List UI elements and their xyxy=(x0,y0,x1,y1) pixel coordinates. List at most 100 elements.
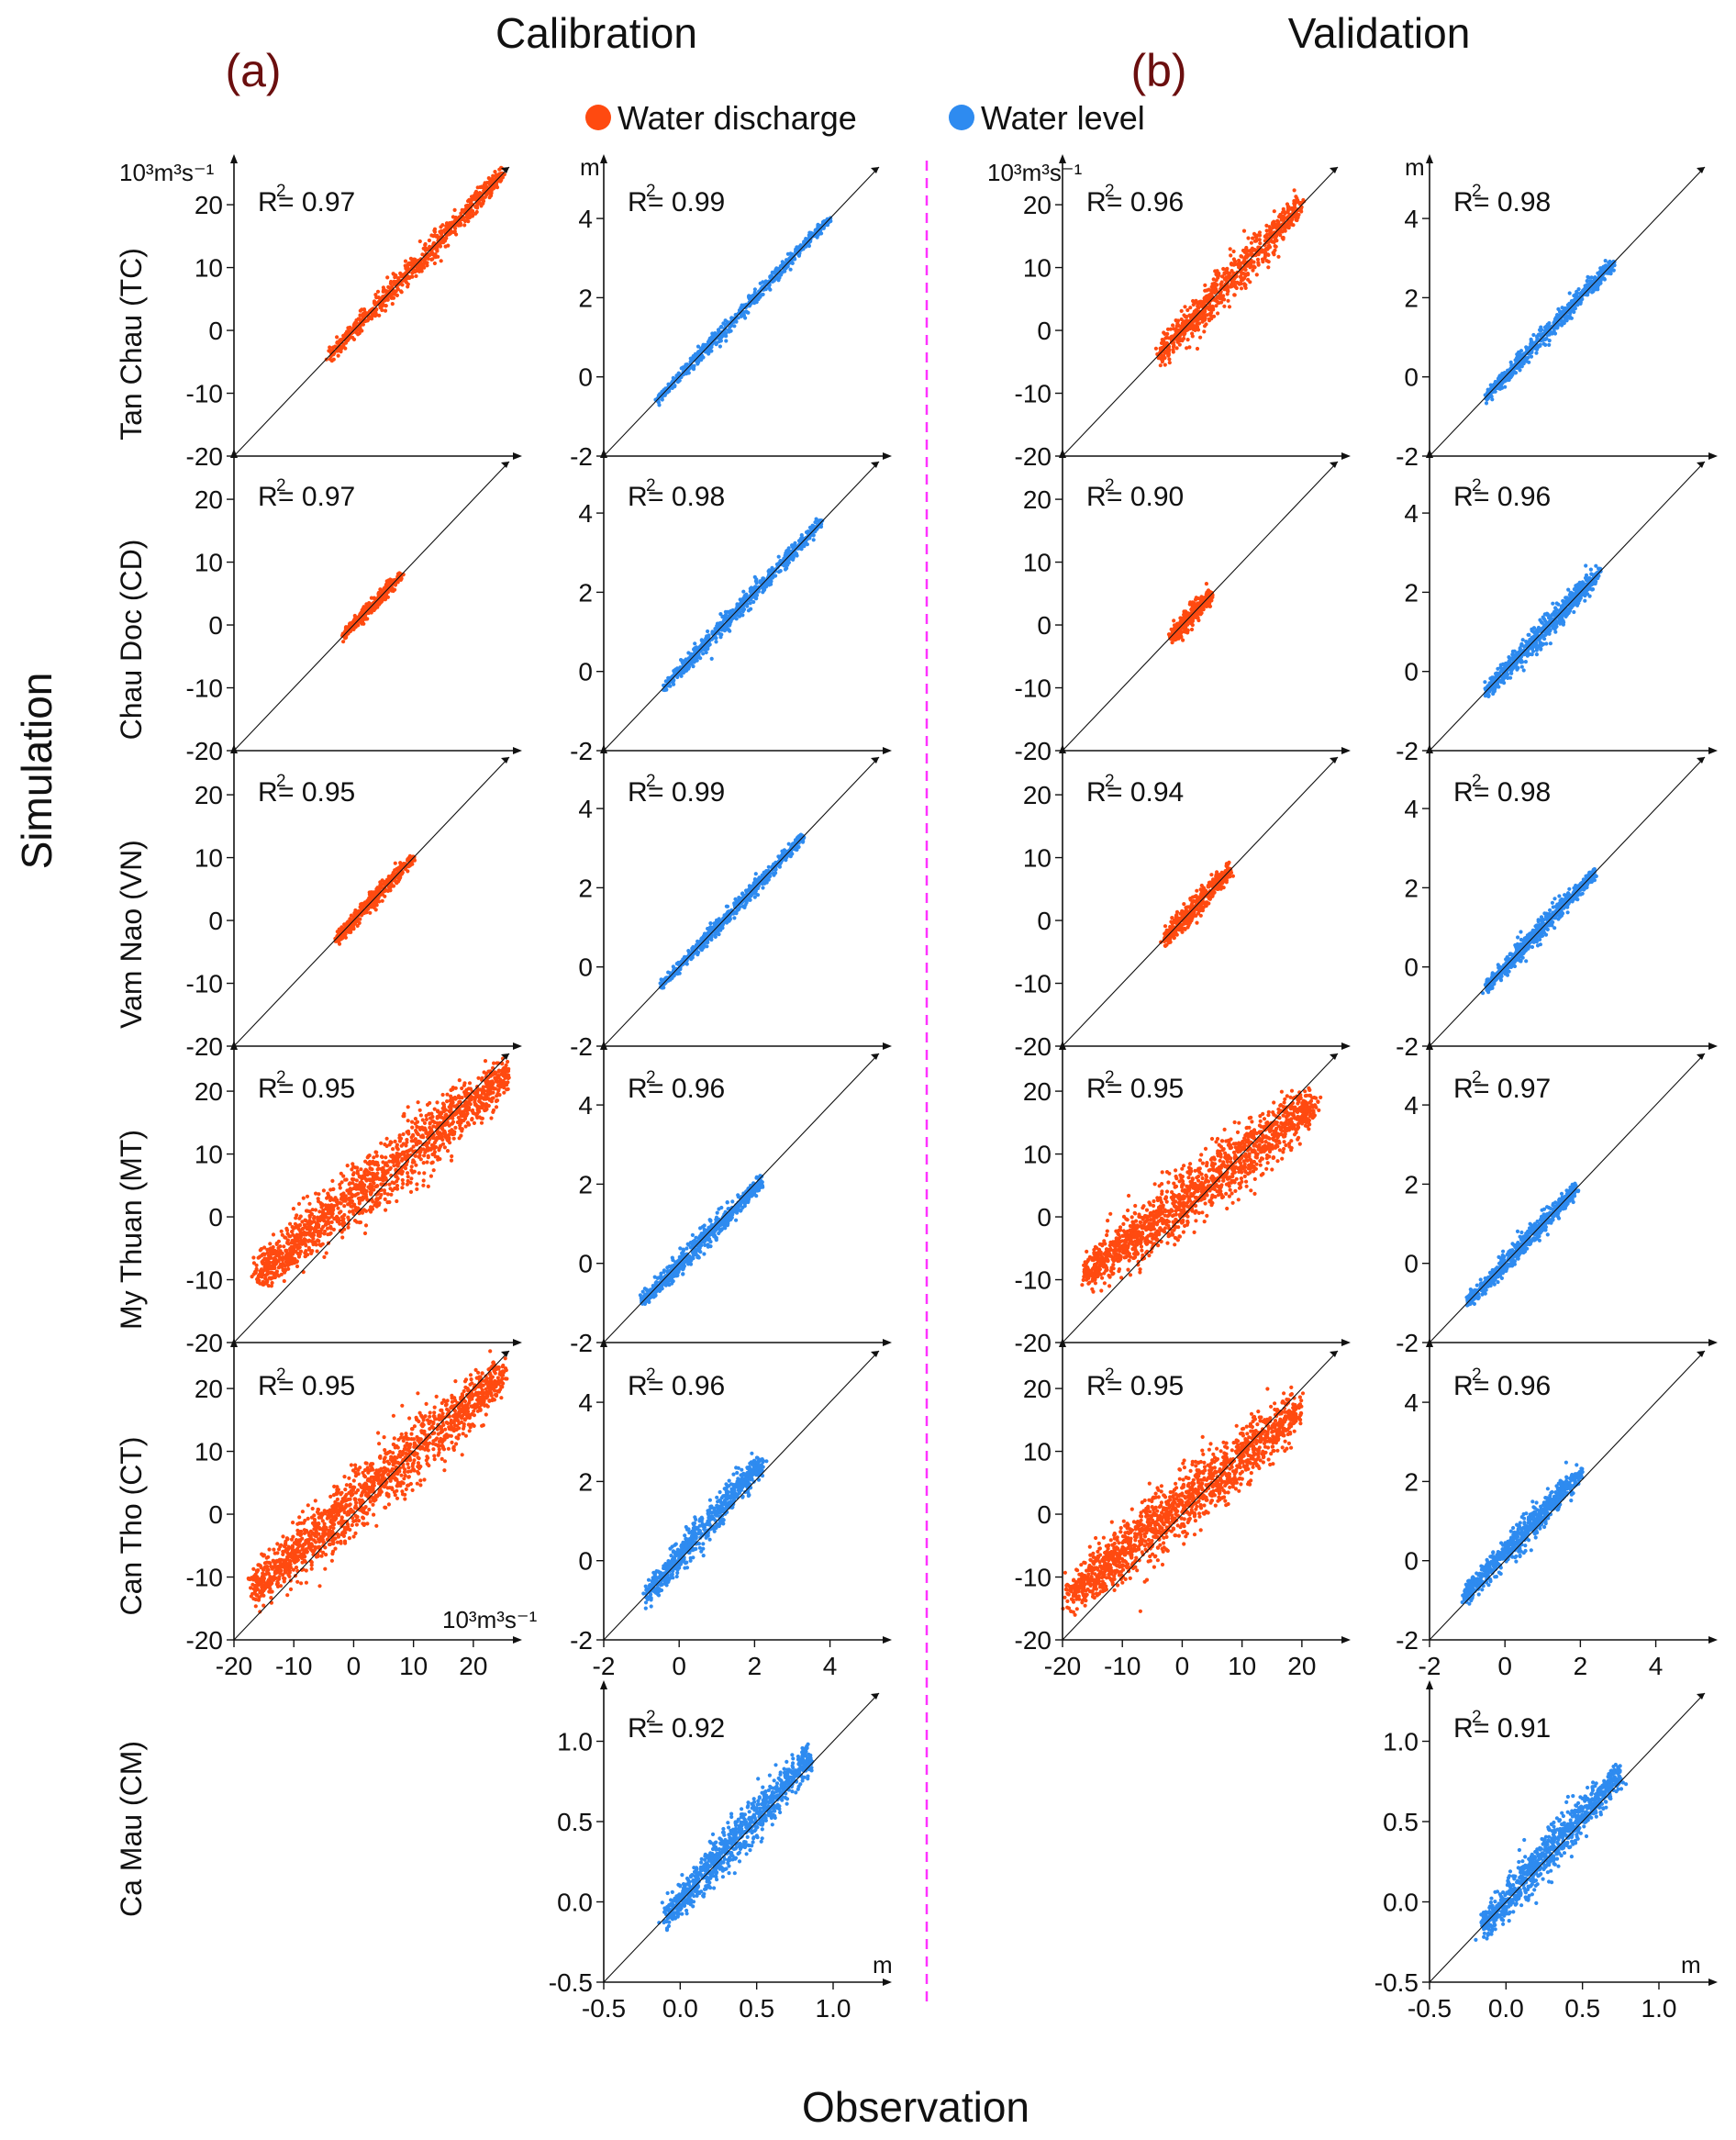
data-point xyxy=(1181,638,1185,642)
data-point xyxy=(438,244,443,249)
data-point xyxy=(1214,304,1219,308)
y-tick-label: 10 xyxy=(1023,254,1052,283)
data-point xyxy=(473,211,478,216)
data-point xyxy=(420,252,425,257)
data-point xyxy=(768,287,773,292)
data-point xyxy=(386,580,391,585)
y-tick-label: 10 xyxy=(1023,549,1052,577)
data-point xyxy=(1273,225,1277,229)
data-point xyxy=(1161,338,1165,342)
data-point xyxy=(1239,254,1243,259)
y-tick-label: -20 xyxy=(186,737,223,765)
data-point xyxy=(1158,363,1163,368)
data-point xyxy=(1203,283,1207,287)
r2-value: = 0.96 xyxy=(1107,187,1184,217)
y-axis-arrow xyxy=(1426,154,1433,163)
data-point xyxy=(442,228,447,232)
data-point xyxy=(672,682,676,686)
data-point xyxy=(1222,304,1227,308)
data-point xyxy=(1515,667,1519,672)
data-point xyxy=(1183,305,1187,309)
data-point xyxy=(1254,239,1259,243)
data-point xyxy=(749,607,753,611)
data-point xyxy=(1237,265,1241,270)
data-point xyxy=(470,214,475,218)
data-point xyxy=(769,273,773,278)
data-point xyxy=(1161,354,1165,359)
data-point xyxy=(1284,223,1288,228)
y-tick-label: -10 xyxy=(1015,380,1052,408)
data-point xyxy=(1561,321,1565,326)
data-point xyxy=(343,332,348,337)
data-point xyxy=(398,289,404,294)
unit-discharge-val: 10³m³s⁻¹ xyxy=(987,159,1083,186)
data-point xyxy=(699,638,704,642)
data-point xyxy=(1220,296,1225,302)
data-point xyxy=(465,216,470,220)
data-point xyxy=(1562,602,1566,607)
data-point xyxy=(1266,265,1271,270)
data-point xyxy=(427,238,431,243)
data-point xyxy=(394,280,398,284)
data-point xyxy=(778,569,783,574)
y-tick-label: -20 xyxy=(186,442,223,471)
y-tick-label: -2 xyxy=(570,737,593,765)
data-point xyxy=(805,542,810,547)
data-point xyxy=(1226,289,1230,294)
data-point xyxy=(721,321,726,326)
data-point xyxy=(453,226,458,230)
r2-value: = 0.98 xyxy=(648,482,725,512)
data-point xyxy=(726,328,730,332)
data-point xyxy=(734,319,739,324)
data-point xyxy=(1198,335,1203,340)
x-axis-arrow xyxy=(1708,452,1718,460)
data-point xyxy=(381,285,385,290)
data-point xyxy=(1574,585,1578,589)
data-point xyxy=(1569,299,1574,304)
data-point xyxy=(1190,334,1195,339)
data-point xyxy=(737,614,742,619)
data-point xyxy=(676,371,681,375)
data-point xyxy=(407,275,412,281)
one-to-one-arrow xyxy=(1330,167,1338,173)
data-point xyxy=(1258,241,1263,246)
data-point xyxy=(1285,208,1290,214)
data-point xyxy=(1508,675,1513,680)
data-point xyxy=(1543,337,1548,341)
data-point xyxy=(816,224,820,228)
data-point xyxy=(1515,352,1519,357)
unit-level-val: m xyxy=(1405,153,1425,181)
data-point xyxy=(484,184,488,189)
y-tick-label: 0 xyxy=(208,611,223,640)
data-point xyxy=(1538,641,1542,646)
data-point xyxy=(1560,306,1564,310)
data-point xyxy=(470,209,475,215)
data-point xyxy=(1506,368,1510,373)
x-axis-arrow xyxy=(1708,747,1718,754)
data-point xyxy=(1197,608,1202,613)
data-point xyxy=(691,353,696,359)
data-point xyxy=(1520,660,1525,664)
data-point xyxy=(1274,239,1279,243)
data-point xyxy=(1216,295,1220,300)
data-point xyxy=(388,281,393,286)
data-point xyxy=(1193,597,1198,602)
data-point xyxy=(1242,284,1247,288)
data-point xyxy=(1543,632,1548,638)
one-to-one-arrow xyxy=(1330,462,1338,468)
data-point xyxy=(1203,316,1207,320)
data-point xyxy=(335,335,339,340)
data-point xyxy=(498,179,503,184)
data-point xyxy=(378,306,383,310)
data-point xyxy=(362,621,366,626)
data-point xyxy=(1207,293,1212,297)
y-tick-label: 10 xyxy=(195,549,223,577)
data-point xyxy=(1567,291,1572,295)
data-point xyxy=(1185,318,1189,323)
data-point xyxy=(467,197,472,202)
data-point xyxy=(1227,305,1232,309)
x-axis-arrow xyxy=(883,452,892,460)
data-point xyxy=(1541,615,1545,619)
station-label-vn: Vam Nao (VN) xyxy=(115,840,148,1029)
data-point xyxy=(410,271,415,275)
